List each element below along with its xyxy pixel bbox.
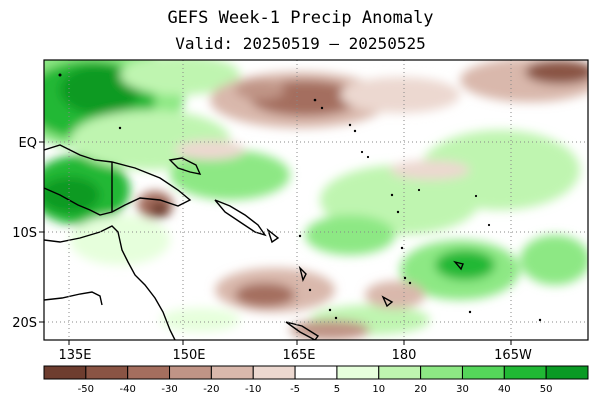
axis-ticks bbox=[39, 141, 512, 345]
colorbar-swatch bbox=[43, 365, 87, 380]
colorbar-swatch bbox=[85, 365, 129, 380]
lat-label-eq: EQ bbox=[19, 136, 37, 151]
colorbar-swatch bbox=[127, 365, 171, 380]
colorbar-swatch bbox=[378, 365, 422, 380]
colorbar-swatch bbox=[545, 365, 589, 380]
precip-anomaly-field bbox=[44, 60, 588, 340]
colorbar-swatch bbox=[252, 365, 296, 380]
colorbar-swatch bbox=[169, 365, 212, 380]
colorbar-swatch bbox=[210, 365, 254, 380]
map-frame bbox=[43, 59, 589, 341]
colorbar-tick-label: -30 bbox=[161, 384, 177, 395]
island-dots bbox=[58, 73, 542, 322]
colorbar-tick-label: -5 bbox=[290, 384, 300, 395]
coastlines bbox=[44, 144, 464, 340]
colorbar-swatch bbox=[503, 365, 547, 380]
graticule bbox=[44, 60, 588, 340]
lat-label-20s: 20S bbox=[12, 316, 37, 331]
colorbar-swatch bbox=[461, 365, 505, 380]
colorbar-tick-label: -50 bbox=[78, 384, 94, 395]
colorbar-tick-label: -10 bbox=[245, 384, 261, 395]
lon-label-165w: 165W bbox=[494, 348, 532, 363]
colorbar-tick-label: -40 bbox=[120, 384, 136, 395]
colorbar: -50 -40 -30 -20 -10 -5 5 10 20 30 40 50 bbox=[43, 365, 589, 395]
lon-label-180: 180 bbox=[392, 348, 417, 363]
lon-label-150e: 150E bbox=[172, 348, 205, 363]
colorbar-tick-label: -20 bbox=[203, 384, 219, 395]
colorbar-swatch bbox=[336, 365, 380, 380]
colorbar-tick-label: 40 bbox=[498, 384, 511, 395]
colorbar-tick-label: 20 bbox=[414, 384, 427, 395]
colorbar-tick-label: 5 bbox=[334, 384, 340, 395]
colorbar-swatch bbox=[294, 365, 338, 380]
lon-label-165e: 165E bbox=[282, 348, 315, 363]
map-title: GEFS Week-1 Precip Anomaly bbox=[167, 8, 434, 28]
map-subtitle: Valid: 20250519 – 20250525 bbox=[175, 34, 426, 53]
colorbar-swatch bbox=[420, 365, 463, 380]
colorbar-tick-label: 50 bbox=[540, 384, 553, 395]
lon-label-135e: 135E bbox=[58, 348, 91, 363]
lat-label-10s: 10S bbox=[12, 226, 37, 241]
colorbar-tick-label: 30 bbox=[456, 384, 469, 395]
colorbar-tick-label: 10 bbox=[372, 384, 385, 395]
